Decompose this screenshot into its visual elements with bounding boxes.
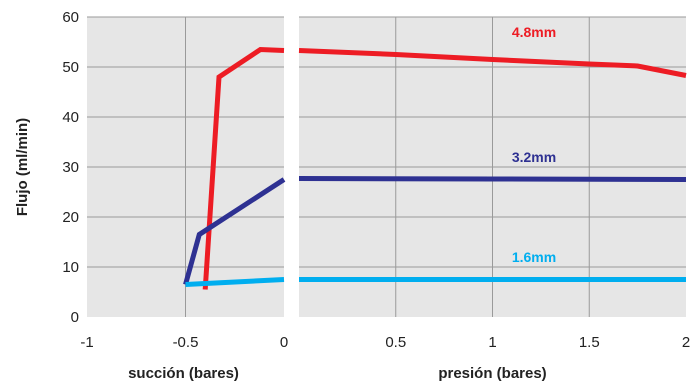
series-line-3-2mm-left xyxy=(183,177,286,286)
series-line-3-2mm-right xyxy=(298,176,687,182)
y-tick-label: 50 xyxy=(62,59,79,76)
y-tick-label: 40 xyxy=(62,109,79,126)
y-tick-label: 0 xyxy=(71,309,79,326)
series-line-4-8mm-right xyxy=(298,48,687,78)
x-tick-label: 0 xyxy=(280,334,288,351)
x-tick-label: 1.5 xyxy=(579,334,600,351)
x-axis-label-left: succión (bares) xyxy=(128,365,239,382)
x-axis-label-right: presión (bares) xyxy=(438,365,546,382)
series-line-1-6mm-left xyxy=(185,277,285,287)
y-axis-label: Flujo (ml/min) xyxy=(14,118,31,216)
series-label-1-6mm: 1.6mm xyxy=(512,249,556,265)
x-tick-label: 0.5 xyxy=(385,334,406,351)
y-tick-label: 30 xyxy=(62,159,79,176)
series-line-4-8mm-left xyxy=(202,46,285,290)
y-tick-label: 10 xyxy=(62,259,79,276)
x-tick-label: -0.5 xyxy=(173,334,199,351)
y-tick-label: 20 xyxy=(62,209,79,226)
series-label-3-2mm: 3.2mm xyxy=(512,149,556,165)
x-tick-label: -1 xyxy=(80,334,93,351)
y-tick-label: 60 xyxy=(62,9,79,26)
x-tick-label: 1 xyxy=(488,334,496,351)
x-tick-label: 2 xyxy=(682,334,690,351)
series-label-4-8mm: 4.8mm xyxy=(512,24,556,40)
